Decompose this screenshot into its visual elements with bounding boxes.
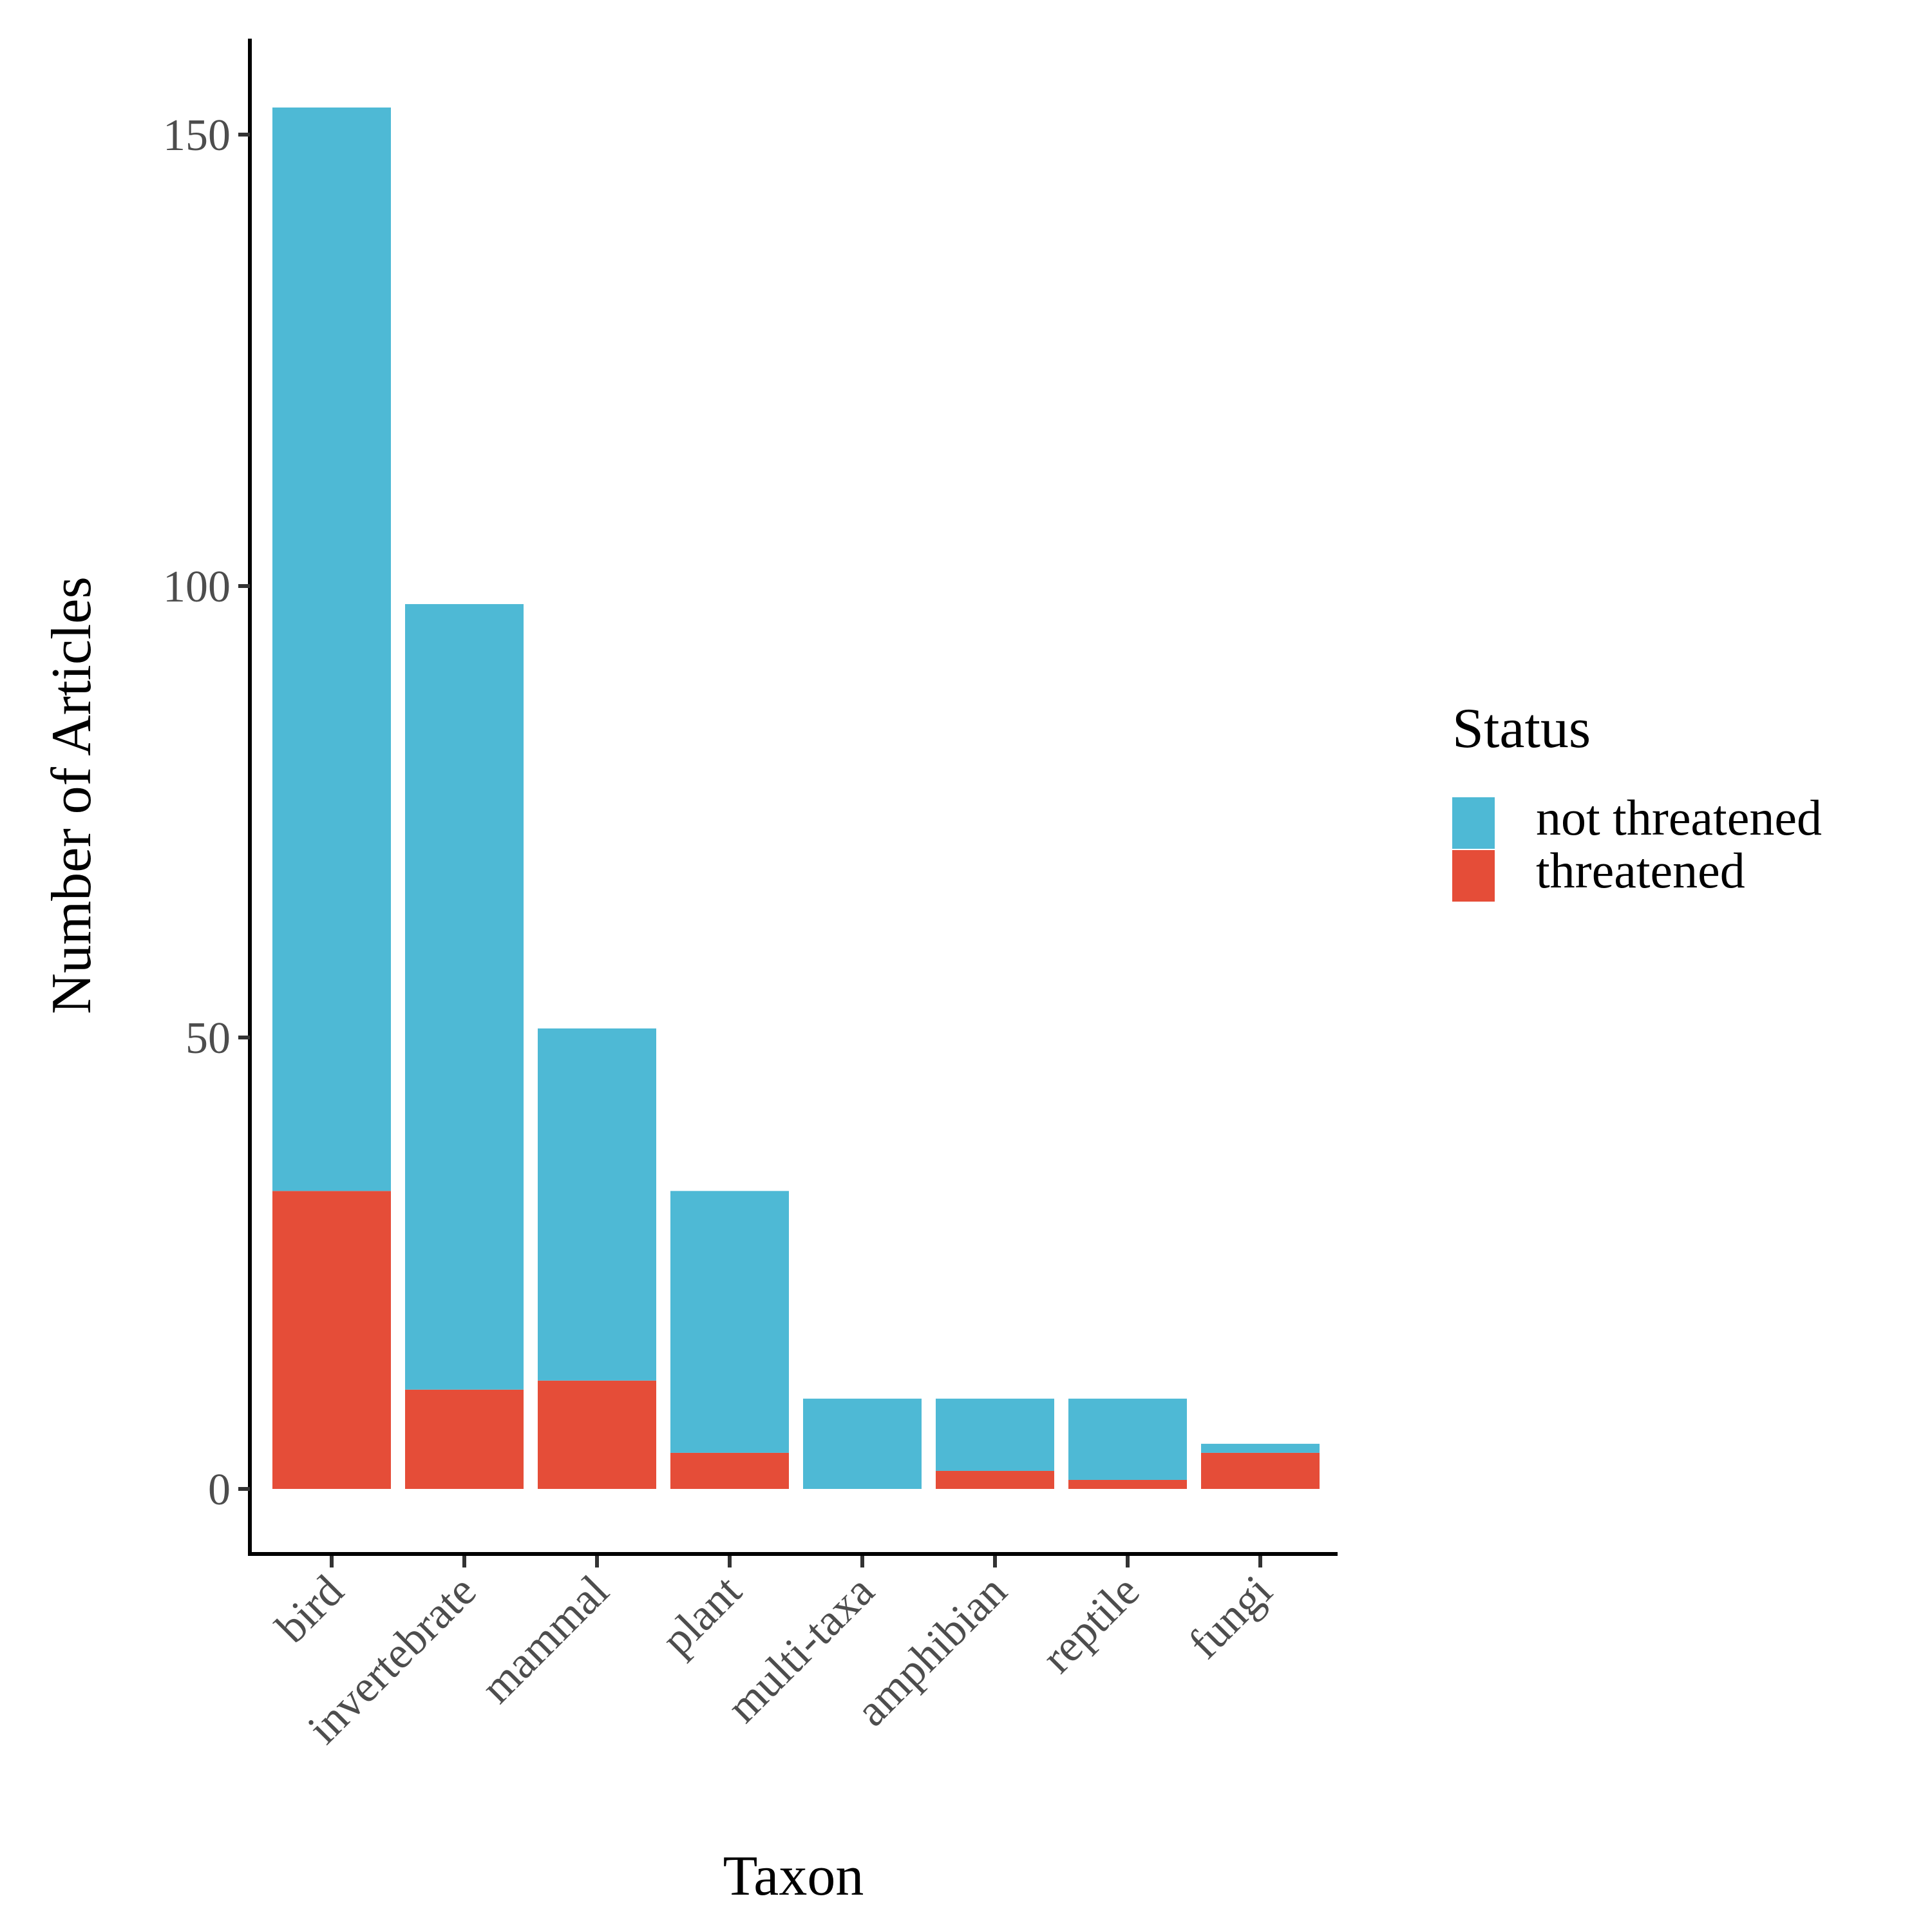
x-tick-label-mammal: mammal [472,1566,619,1713]
y-axis-title: Number of Articles [41,576,103,1014]
bar-mammal-threatened [538,1380,656,1489]
bar-invertebrate-not-threatened [405,604,524,1390]
bar-amphibian-not-threatened [936,1398,1054,1471]
x-tick-label-fungi: fungi [1179,1566,1282,1669]
bar-fungi-threatened [1201,1452,1320,1489]
bar-fungi-not-threatened [1201,1443,1320,1453]
bar-mammal-not-threatened [538,1028,656,1381]
bar-invertebrate-threatened [405,1389,524,1489]
bar-reptile-not-threatened [1068,1398,1187,1480]
y-tick-label-100: 100 [163,562,231,612]
bar-bird-not-threatened [272,107,391,1191]
legend-key-not-threatened [1452,797,1495,849]
legend-label-threatened: threatened [1536,842,1745,898]
y-tick-label-50: 50 [185,1014,231,1063]
y-tick-label-150: 150 [163,111,231,160]
legend-label-not-threatened: not threatened [1536,790,1822,846]
legend-title: Status [1452,697,1591,760]
x-axis-title: Taxon [723,1845,864,1908]
bar-multi-taxa-not-threatened [803,1398,922,1489]
bar-reptile-threatened [1068,1479,1187,1489]
bars-group [272,107,1320,1489]
bar-plant-threatened [670,1452,789,1489]
legend-key-threatened [1452,850,1495,902]
x-tick-label-reptile: reptile [1032,1566,1149,1683]
bar-plant-not-threatened [670,1191,789,1453]
bar-amphibian-threatened [936,1470,1054,1489]
y-tick-label-0: 0 [208,1465,231,1515]
bar-bird-threatened [272,1191,391,1489]
x-tick-label-plant: plant [652,1566,752,1665]
y-ticks-group: 0 50 100 150 [163,111,250,1515]
x-tick-label-bird: bird [267,1566,353,1653]
